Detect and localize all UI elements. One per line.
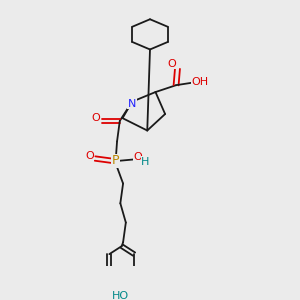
Text: N: N <box>128 99 136 109</box>
Text: OH: OH <box>191 77 208 87</box>
Text: H: H <box>141 157 149 166</box>
Text: P: P <box>112 154 119 167</box>
Text: O: O <box>85 151 94 161</box>
Text: O: O <box>168 59 176 69</box>
Text: O: O <box>133 152 142 162</box>
Text: O: O <box>92 112 100 123</box>
Text: HO: HO <box>112 291 129 300</box>
